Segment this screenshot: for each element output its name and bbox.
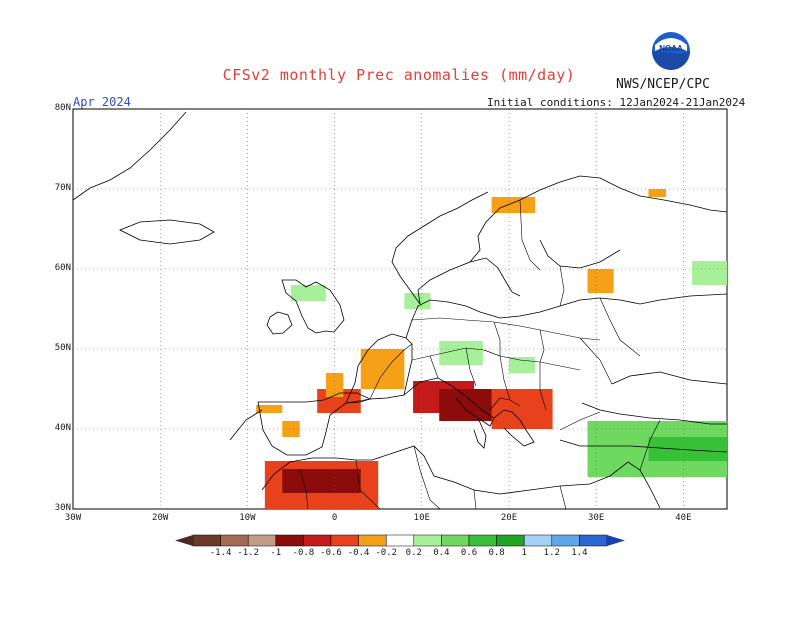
colorbar-swatch [303, 534, 332, 547]
anomaly-morocco-core [282, 469, 361, 493]
colorbar-swatch [441, 534, 470, 547]
colorbar-swatch [275, 534, 304, 547]
anomaly-russia-east [692, 261, 727, 285]
lat-tick-label: 60N [54, 263, 71, 273]
colorbar-tick-label: -0.2 [375, 548, 398, 558]
colorbar-low-arrow [175, 535, 193, 546]
anomaly-eastern-turkey [648, 437, 727, 461]
lat-tick-label: 40N [54, 423, 71, 433]
colorbar-tick-label: 0.8 [488, 548, 505, 558]
anomaly-gulf-of-finland [587, 269, 614, 293]
colorbar-swatch [523, 534, 553, 547]
colorbar-swatch [247, 534, 277, 547]
colorbar-tick-label: 0.2 [405, 548, 422, 558]
colorbar-swatch [220, 534, 249, 547]
colorbar-tick-label: 1 [521, 548, 527, 558]
colorbar-tick-label: -1.2 [237, 548, 260, 558]
lat-tick-label: 70N [54, 183, 71, 193]
lat-tick-label: 50N [54, 343, 71, 353]
colorbar-swatch [192, 534, 221, 547]
colorbar-swatch [579, 534, 608, 547]
colorbar-tick-label: -1.4 [209, 548, 232, 558]
lon-tick-label: 40E [675, 513, 692, 523]
month-label: Apr 2024 [73, 95, 131, 109]
lon-tick-label: 30W [64, 513, 82, 523]
colorbar-swatch [496, 534, 525, 547]
colorbar-swatch [413, 534, 442, 547]
lon-tick-label: 20E [500, 513, 518, 523]
colorbar-tick-label: 1.2 [543, 548, 560, 558]
colorbar-tick-label: 0.4 [433, 548, 450, 558]
noaa-logo: NOAA [652, 32, 690, 70]
colorbar-tick-label: -1 [270, 548, 282, 558]
coastlines [73, 111, 727, 509]
lat-tick-label: 80N [54, 103, 71, 113]
colorbar-swatch [468, 534, 497, 547]
anomaly-eastern-france-alps [360, 349, 405, 389]
lon-tick-label: 0 [331, 513, 338, 523]
lat-tick-label: 30N [54, 503, 71, 513]
colorbar-swatch [551, 534, 580, 547]
initial-conditions: Initial conditions: 12Jan2024-21Jan2024 [487, 96, 746, 109]
anomaly-central-europe [439, 341, 483, 365]
colorbar-tick-label: -0.8 [292, 548, 315, 558]
anomaly-portugal-coast [256, 405, 283, 413]
svg-text:NOAA: NOAA [659, 44, 683, 53]
colorbar-swatch [358, 534, 387, 547]
lon-tick-label: 20W [152, 513, 169, 523]
colorbar-tick-label: 0.6 [460, 548, 478, 558]
colorbar-swatch [330, 534, 359, 547]
lon-tick-label: 30E [588, 513, 605, 523]
agency-label: NWS/NCEP/CPC [616, 77, 710, 92]
anomaly-kola [648, 189, 666, 197]
map-title: CFSv2 monthly Prec anomalies (mm/day) [222, 66, 576, 84]
colorbar-tick-label: -0.6 [320, 548, 342, 558]
lon-tick-label: 10E [413, 513, 430, 523]
anomaly-scotland [291, 285, 326, 301]
anomaly-central-spain [282, 421, 300, 437]
colorbar-high-arrow [607, 535, 625, 546]
colorbar-swatch [385, 534, 415, 547]
colorbar-tick-label: -0.4 [347, 548, 370, 558]
anomaly-northern-scandinavia [491, 197, 536, 213]
lon-tick-label: 10W [239, 513, 256, 523]
anomaly-balkans [491, 389, 553, 429]
colorbar-tick-label: 1.4 [571, 548, 588, 558]
